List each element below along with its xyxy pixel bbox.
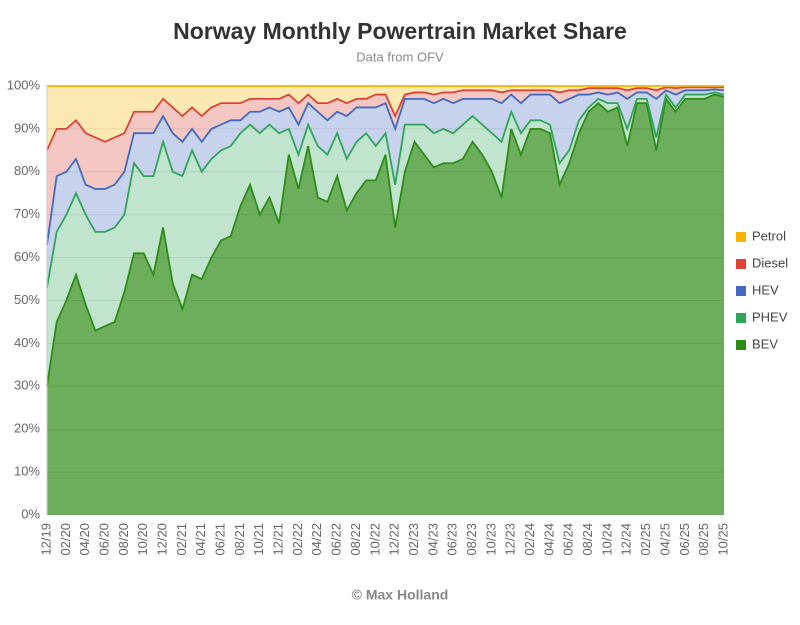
x-tick-label: 02/23 bbox=[406, 523, 421, 556]
x-tick-label: 10/25 bbox=[715, 523, 730, 556]
area-line bbox=[46, 93, 725, 387]
legend-swatch bbox=[736, 340, 746, 350]
x-tick-label: 04/23 bbox=[425, 523, 440, 556]
x-tick-label: 06/21 bbox=[213, 523, 228, 556]
chart-subtitle: Data from OFV bbox=[356, 49, 444, 64]
x-tick-label: 12/22 bbox=[387, 523, 402, 556]
y-tick-label: 100% bbox=[7, 77, 41, 92]
x-tick-label: 12/23 bbox=[503, 523, 518, 556]
legend-label: BEV bbox=[752, 336, 778, 351]
y-tick-label: 50% bbox=[14, 292, 40, 307]
legend-label: HEV bbox=[752, 282, 779, 297]
x-tick-label: 12/24 bbox=[619, 523, 634, 556]
x-tick-label: 06/24 bbox=[561, 523, 576, 556]
x-tick-label: 04/21 bbox=[193, 523, 208, 556]
x-tick-label: 02/22 bbox=[290, 523, 305, 556]
x-tick-label: 08/24 bbox=[580, 523, 595, 556]
x-tick-label: 04/20 bbox=[77, 523, 92, 556]
y-tick-label: 80% bbox=[14, 163, 40, 178]
legend-label: PHEV bbox=[752, 309, 788, 324]
x-tick-label: 04/25 bbox=[657, 523, 672, 556]
x-tick-label: 08/20 bbox=[116, 523, 131, 556]
area-fill bbox=[47, 86, 724, 151]
x-tick-label: 10/20 bbox=[135, 523, 150, 556]
legend-label: Diesel bbox=[752, 255, 788, 270]
x-tick-label: 12/21 bbox=[271, 523, 286, 556]
area-line bbox=[46, 91, 725, 288]
x-tick-label: 10/23 bbox=[483, 523, 498, 556]
area-fill bbox=[47, 94, 724, 515]
y-tick-label: 60% bbox=[14, 249, 40, 264]
legend-label: Petrol bbox=[752, 228, 786, 243]
x-tick-label: 02/21 bbox=[174, 523, 189, 556]
x-tick-label: 10/21 bbox=[251, 523, 266, 556]
legend-swatch bbox=[736, 232, 746, 242]
x-tick-label: 12/19 bbox=[38, 523, 53, 556]
x-tick-label: 06/20 bbox=[96, 523, 111, 556]
x-tick-label: 06/23 bbox=[445, 523, 460, 556]
x-tick-label: 08/21 bbox=[232, 523, 247, 556]
legend-swatch bbox=[736, 313, 746, 323]
y-tick-label: 10% bbox=[14, 464, 40, 479]
area-line bbox=[46, 88, 725, 245]
x-tick-label: 02/24 bbox=[522, 523, 537, 556]
legend-swatch bbox=[736, 286, 746, 296]
footer: © Max Holland bbox=[352, 587, 449, 603]
y-tick-label: 20% bbox=[14, 421, 40, 436]
x-tick-label: 02/25 bbox=[638, 523, 653, 556]
x-tick-label: 06/25 bbox=[677, 523, 692, 556]
area-line bbox=[46, 86, 724, 151]
y-tick-label: 40% bbox=[14, 335, 40, 350]
chart-title: Norway Monthly Powertrain Market Share bbox=[173, 18, 627, 44]
x-tick-label: 12/20 bbox=[154, 523, 169, 556]
x-tick-label: 08/23 bbox=[464, 523, 479, 556]
y-tick-label: 70% bbox=[14, 206, 40, 221]
y-tick-label: 0% bbox=[21, 506, 40, 521]
y-tick-label: 90% bbox=[14, 120, 40, 135]
x-tick-label: 08/22 bbox=[348, 523, 363, 556]
legend-swatch bbox=[736, 259, 746, 269]
x-tick-label: 10/22 bbox=[367, 523, 382, 556]
x-tick-label: 08/25 bbox=[696, 523, 711, 556]
x-tick-label: 04/24 bbox=[541, 523, 556, 556]
x-tick-label: 06/22 bbox=[329, 523, 344, 556]
x-tick-label: 10/24 bbox=[599, 523, 614, 556]
area-fill bbox=[47, 89, 724, 288]
y-tick-label: 30% bbox=[14, 378, 40, 393]
x-tick-label: 02/20 bbox=[58, 523, 73, 556]
area-fill bbox=[47, 92, 724, 387]
x-tick-label: 04/22 bbox=[309, 523, 324, 556]
